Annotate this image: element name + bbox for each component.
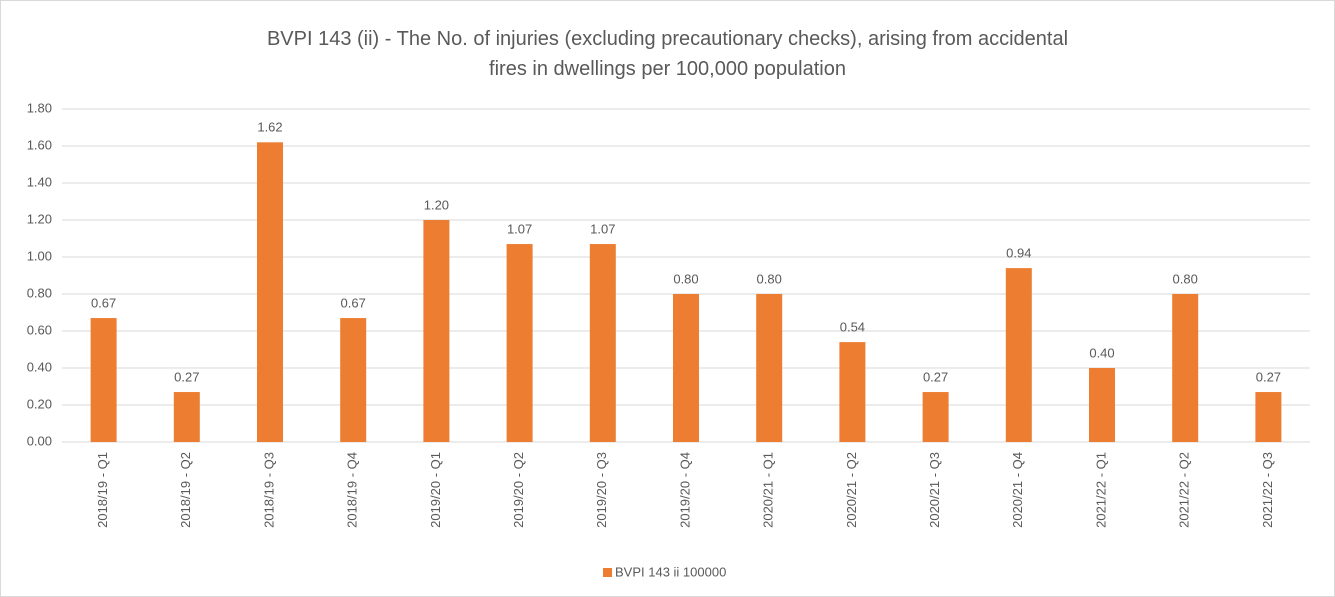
x-tick-label: 2020/21 - Q3: [927, 452, 942, 528]
x-tick-label: 2019/20 - Q2: [511, 452, 526, 528]
x-tick-label: 2018/19 - Q4: [345, 452, 360, 528]
y-tick-label: 0.40: [27, 359, 52, 374]
x-tick-label: 2018/19 - Q3: [261, 452, 276, 528]
y-tick-label: 1.60: [27, 137, 52, 152]
data-label: 1.20: [424, 197, 449, 212]
bar: [1172, 294, 1199, 442]
bar: [922, 392, 949, 442]
x-tick-label: 2021/22 - Q1: [1093, 452, 1108, 528]
x-tick-label: 2019/20 - Q4: [677, 452, 692, 528]
x-tick-label: 2018/19 - Q1: [95, 452, 110, 528]
y-tick-label: 0.00: [27, 433, 52, 448]
data-label: 1.07: [590, 221, 615, 236]
data-label: 0.40: [1089, 345, 1114, 360]
bar: [756, 294, 783, 442]
x-tick-label: 2020/21 - Q1: [761, 452, 776, 528]
bar: [90, 318, 117, 442]
data-label: 0.27: [923, 369, 948, 384]
x-tick-label: 2018/19 - Q2: [178, 452, 193, 528]
bar: [1005, 268, 1032, 442]
bar: [839, 342, 866, 442]
y-tick-label: 0.80: [27, 285, 52, 300]
x-tick-label: 2021/22 - Q2: [1177, 452, 1192, 528]
data-label: 0.67: [341, 295, 366, 310]
legend-label: BVPI 143 ii 100000: [615, 564, 726, 579]
data-label: 1.62: [257, 120, 282, 135]
data-label: 0.80: [757, 271, 782, 286]
y-tick-label: 1.00: [27, 248, 52, 263]
y-tick-label: 0.60: [27, 322, 52, 337]
bar: [423, 220, 450, 442]
x-tick-label: 2019/20 - Q3: [594, 452, 609, 528]
data-label: 0.94: [1006, 246, 1031, 261]
chart-title: BVPI 143 (ii) - The No. of injuries (exc…: [266, 28, 1069, 80]
bar: [506, 244, 533, 442]
bar: [340, 318, 367, 442]
bar: [1255, 392, 1282, 442]
x-tick-label: 2020/21 - Q4: [1010, 452, 1025, 528]
data-label: 0.80: [1173, 271, 1198, 286]
legend-swatch: [603, 568, 612, 577]
data-label: 0.27: [174, 369, 199, 384]
data-label: 0.27: [1256, 369, 1281, 384]
x-tick-label: 2020/21 - Q2: [844, 452, 859, 528]
y-tick-label: 1.20: [27, 211, 52, 226]
y-tick-label: 1.80: [27, 100, 52, 115]
y-tick-label: 1.40: [27, 174, 52, 189]
bar: [589, 244, 616, 442]
x-tick-label: 2021/22 - Q3: [1260, 452, 1275, 528]
bar: [1089, 368, 1115, 442]
data-label: 0.67: [91, 295, 116, 310]
bar: [257, 142, 283, 443]
x-tick-label: 2019/20 - Q1: [428, 452, 443, 528]
bar: [673, 294, 699, 442]
y-tick-label: 0.20: [27, 396, 52, 411]
data-label: 1.07: [507, 221, 532, 236]
data-label: 0.80: [673, 271, 698, 286]
bar: [173, 392, 200, 442]
data-label: 0.54: [840, 320, 865, 335]
